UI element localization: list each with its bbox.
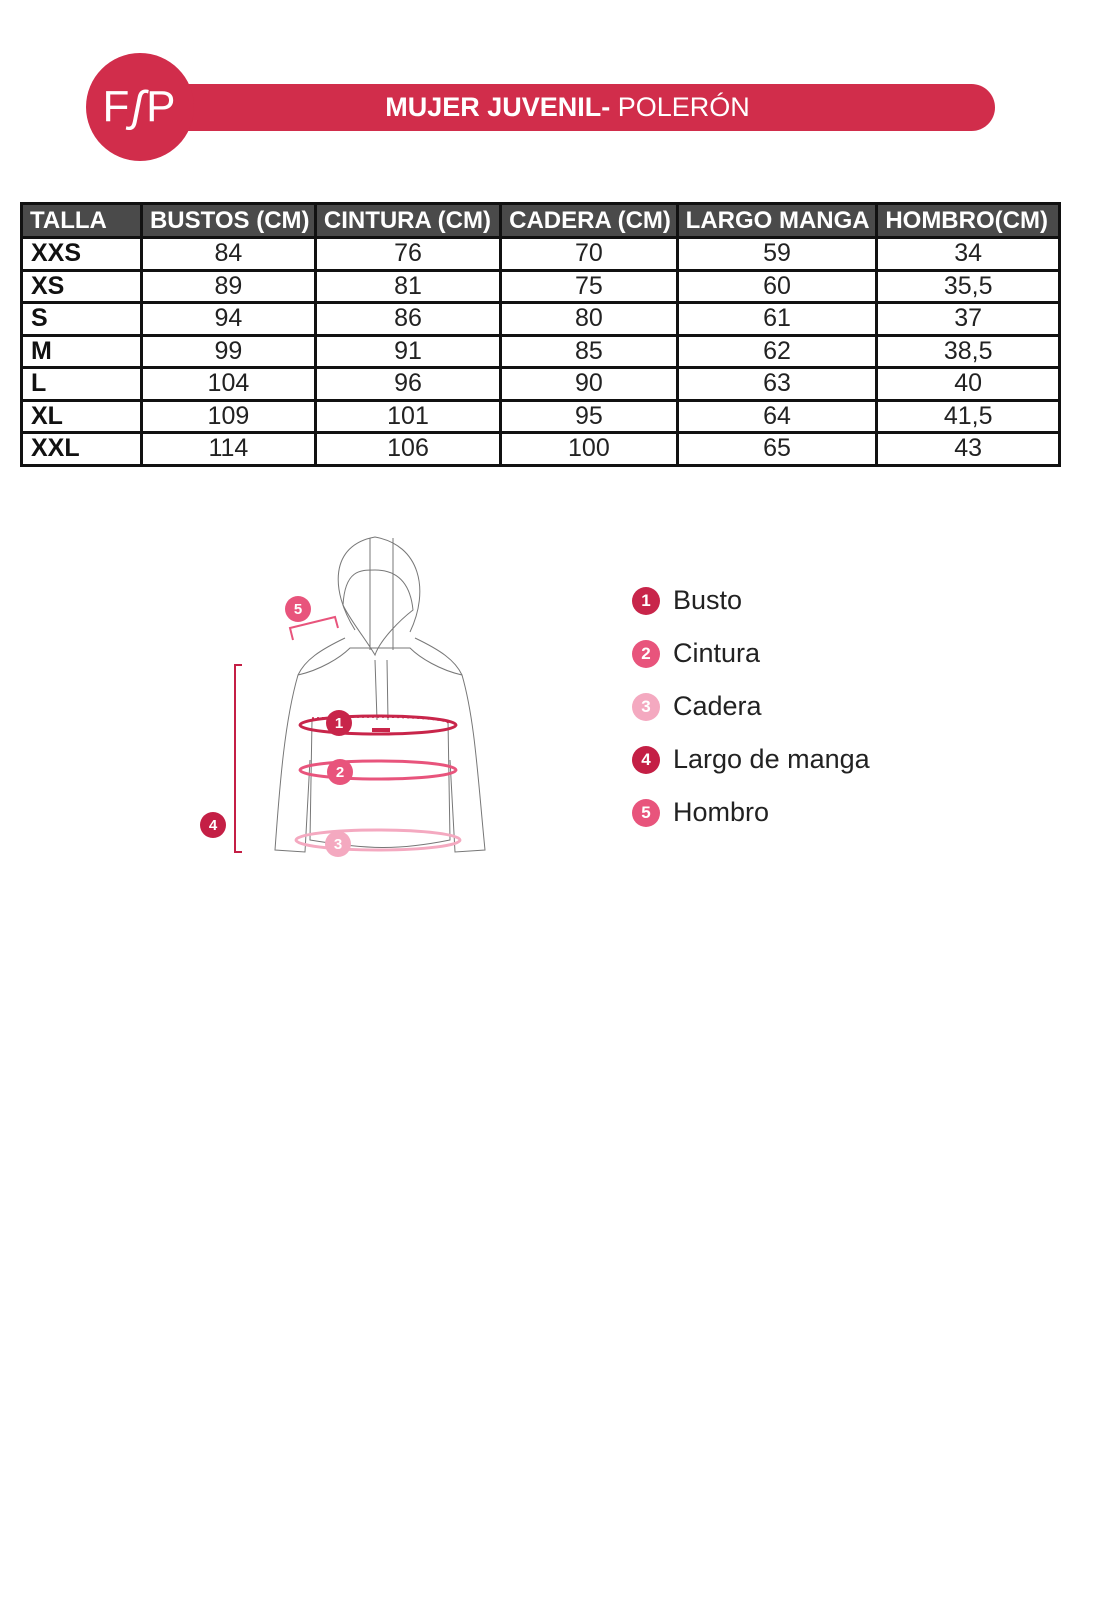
measurement-cell: 40 bbox=[875, 366, 1061, 402]
measurement-cell: 64 bbox=[675, 398, 879, 434]
marker-4-label: 4 bbox=[209, 817, 218, 834]
page-title: MUJER JUVENIL- POLERÓN bbox=[140, 84, 995, 131]
size-cell: XXL bbox=[20, 431, 143, 467]
measurement-cell: 60 bbox=[675, 268, 879, 304]
measurement-cell: 91 bbox=[313, 333, 503, 369]
size-cell: XL bbox=[20, 398, 143, 434]
measurement-cell: 85 bbox=[499, 333, 679, 369]
table-row: XL 109 101 95 64 41,5 bbox=[20, 398, 1061, 434]
hoodie-measurement-diagram: 1 2 3 4 5 bbox=[200, 536, 486, 857]
measurement-cell: 114 bbox=[139, 431, 317, 467]
marker-3 bbox=[325, 831, 351, 857]
bust-ring bbox=[298, 714, 458, 736]
table-row: S 94 86 80 61 37 bbox=[20, 301, 1061, 337]
measurement-cell: 86 bbox=[313, 301, 503, 337]
measurement-cell: 35,5 bbox=[875, 268, 1061, 304]
size-cell: S bbox=[20, 301, 143, 337]
measurement-cell: 89 bbox=[139, 268, 317, 304]
marker-5-label: 5 bbox=[294, 601, 302, 618]
legend-item: 1 Busto bbox=[632, 574, 870, 627]
marker-3-label: 3 bbox=[334, 836, 342, 853]
sleeve-length-bracket bbox=[234, 664, 242, 853]
measurement-legend: 1 Busto 2 Cintura 3 Cadera 4 Largo de manga 5 Hom… bbox=[632, 574, 870, 839]
measurement-cell: 106 bbox=[313, 431, 503, 467]
legend-label: Largo de manga bbox=[673, 744, 870, 774]
waist-ring bbox=[298, 759, 458, 781]
title-banner bbox=[140, 84, 995, 131]
measurement-cell: 43 bbox=[875, 431, 1061, 467]
hoodie-outline bbox=[274, 536, 486, 853]
size-cell: M bbox=[20, 333, 143, 369]
legend-label: Cadera bbox=[673, 691, 762, 721]
measurement-cell: 65 bbox=[675, 431, 879, 467]
measurement-cell: 84 bbox=[139, 236, 317, 272]
measurement-cell: 70 bbox=[499, 236, 679, 272]
measurement-cell: 59 bbox=[675, 236, 879, 272]
measurement-cell: 62 bbox=[675, 333, 879, 369]
table-row: M 99 91 85 62 38,5 bbox=[20, 333, 1061, 369]
marker-2 bbox=[327, 759, 353, 785]
legend-bullet: 5 bbox=[632, 798, 660, 827]
title-regular: POLERÓN bbox=[610, 92, 750, 122]
size-cell: XXS bbox=[20, 236, 143, 272]
legend-item: 4 Largo de manga bbox=[632, 733, 870, 786]
measurement-cell: 109 bbox=[139, 398, 317, 434]
legend-bullet: 4 bbox=[632, 745, 660, 774]
legend-label: Hombro bbox=[673, 797, 770, 827]
size-cell: XS bbox=[20, 268, 143, 304]
measurement-cell: 96 bbox=[313, 366, 503, 402]
measurement-cell: 90 bbox=[499, 366, 679, 402]
logo-text: FʃP bbox=[102, 82, 178, 131]
measurement-cell: 81 bbox=[313, 268, 503, 304]
size-chart-table: TALLA BUSTOS (CM) CINTURA (CM) CADERA (CM) L… bbox=[20, 202, 1061, 467]
table-row: XXS 84 76 70 59 34 bbox=[20, 236, 1061, 272]
column-header: BUSTOS (CM) bbox=[139, 202, 317, 239]
measurement-cell: 37 bbox=[875, 301, 1061, 337]
brand-logo: FʃP bbox=[86, 53, 194, 161]
column-header: LARGO MANGA bbox=[675, 202, 879, 239]
measurement-cell: 76 bbox=[313, 236, 503, 272]
measurement-cell: 75 bbox=[499, 268, 679, 304]
hip-ring bbox=[294, 828, 462, 852]
table-row: L 104 96 90 63 40 bbox=[20, 366, 1061, 402]
size-cell: L bbox=[20, 366, 143, 402]
marker-1-label: 1 bbox=[335, 715, 343, 732]
legend-bullet: 3 bbox=[632, 692, 660, 721]
marker-5 bbox=[285, 596, 311, 622]
column-header: CADERA (CM) bbox=[499, 202, 679, 239]
column-header: CINTURA (CM) bbox=[313, 202, 503, 239]
measurement-cell: 63 bbox=[675, 366, 879, 402]
marker-1 bbox=[326, 710, 352, 736]
legend-bullet: 2 bbox=[632, 639, 660, 668]
measurement-cell: 80 bbox=[499, 301, 679, 337]
measurement-cell: 38,5 bbox=[875, 333, 1061, 369]
measurement-cell: 99 bbox=[139, 333, 317, 369]
measurement-cell: 94 bbox=[139, 301, 317, 337]
marker-2-label: 2 bbox=[336, 764, 344, 781]
measurement-cell: 95 bbox=[499, 398, 679, 434]
legend-bullet: 1 bbox=[632, 586, 660, 615]
table-row: XXL 114 106 100 65 43 bbox=[20, 431, 1061, 467]
legend-label: Cintura bbox=[673, 638, 761, 668]
measurement-cell: 101 bbox=[313, 398, 503, 434]
table-header-row: TALLA BUSTOS (CM) CINTURA (CM) CADERA (CM) L… bbox=[20, 202, 1061, 239]
measurement-cell: 61 bbox=[675, 301, 879, 337]
shoulder-bracket bbox=[288, 615, 339, 641]
measurement-cell: 34 bbox=[875, 236, 1061, 272]
marker-4 bbox=[200, 812, 226, 838]
column-header: HOMBRO(CM) bbox=[875, 202, 1061, 239]
title-bold: MUJER JUVENIL- bbox=[385, 92, 611, 122]
measurement-cell: 104 bbox=[139, 366, 317, 402]
table-row: XS 89 81 75 60 35,5 bbox=[20, 268, 1061, 304]
legend-item: 5 Hombro bbox=[632, 786, 870, 839]
measurement-cell: 41,5 bbox=[875, 398, 1061, 434]
legend-label: Busto bbox=[673, 585, 743, 615]
column-header: TALLA bbox=[20, 202, 143, 239]
legend-item: 2 Cintura bbox=[632, 627, 870, 680]
measurement-cell: 100 bbox=[499, 431, 679, 467]
legend-item: 3 Cadera bbox=[632, 680, 870, 733]
